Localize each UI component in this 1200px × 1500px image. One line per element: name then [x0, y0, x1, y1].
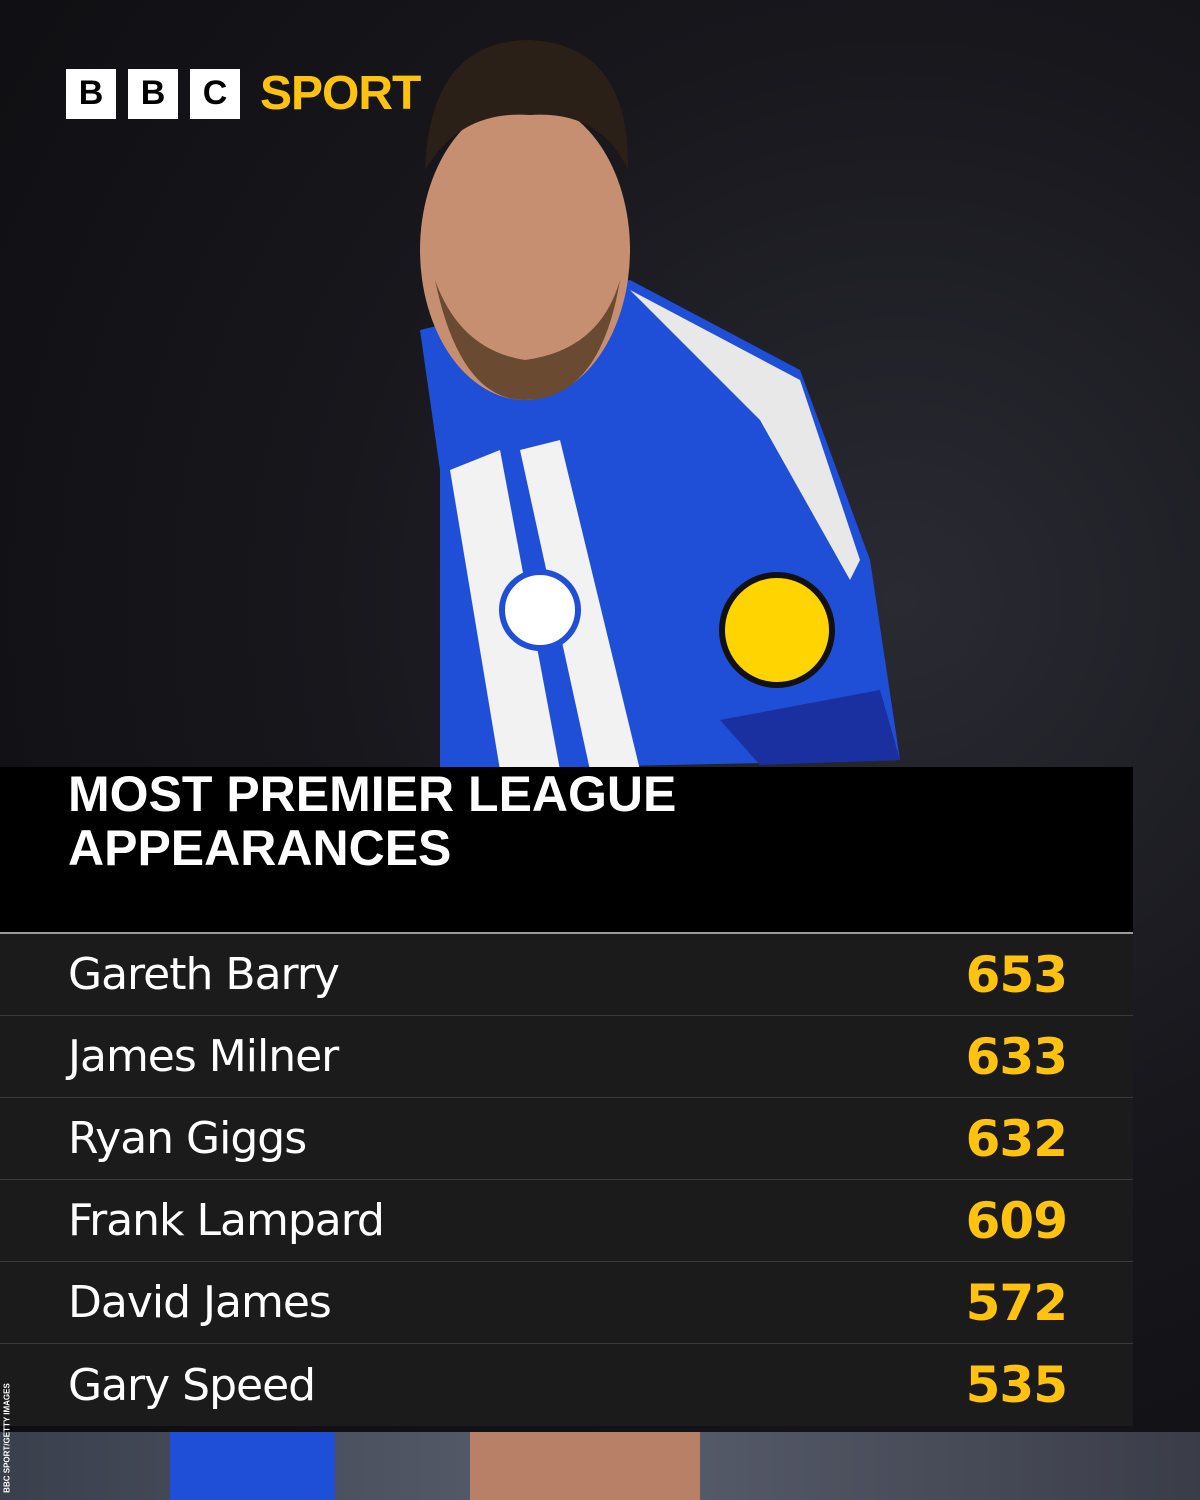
- player-name: James Milner: [68, 1031, 339, 1082]
- logo-letter: C: [190, 68, 240, 119]
- title-line-2: APPEARANCES: [68, 820, 452, 876]
- table-row: James Milner 633: [0, 1016, 1133, 1098]
- appearances-value: 653: [965, 945, 1068, 1004]
- player-name: Frank Lampard: [68, 1195, 385, 1246]
- table-row: Gary Speed 535: [0, 1344, 1133, 1426]
- player-name: Gary Speed: [68, 1359, 316, 1411]
- player-name: Ryan Giggs: [68, 1113, 307, 1164]
- player-name: Gareth Barry: [68, 949, 340, 1000]
- photo-credit-text: BBC SPORT/GETTY IMAGES: [2, 1382, 12, 1493]
- appearances-value: 609: [965, 1191, 1068, 1250]
- appearances-value: 632: [965, 1109, 1068, 1168]
- table-rows: Gareth Barry 653 James Milner 633 Ryan Giggs…: [0, 932, 1133, 1426]
- logo-letter: B: [66, 68, 116, 119]
- table-row: Ryan Giggs 632: [0, 1098, 1133, 1180]
- bbc-sport-logo: B B C SPORT: [66, 66, 421, 121]
- player-name: David James: [68, 1277, 332, 1328]
- appearances-value: 633: [965, 1027, 1068, 1086]
- table-title: MOST PREMIER LEAGUE APPEARANCES: [0, 767, 1133, 932]
- logo-letter: B: [128, 68, 178, 119]
- appearances-table: MOST PREMIER LEAGUE APPEARANCES Gareth B…: [0, 767, 1133, 1426]
- appearances-value: 535: [965, 1356, 1068, 1414]
- table-row: David James 572: [0, 1262, 1133, 1344]
- title-line-1: MOST PREMIER LEAGUE: [68, 766, 677, 822]
- logo-sport: SPORT: [260, 67, 421, 120]
- appearances-value: 572: [965, 1273, 1068, 1332]
- table-row: Gareth Barry 653: [0, 934, 1133, 1016]
- table-row: Frank Lampard 609: [0, 1180, 1133, 1262]
- photo-credit: BBC SPORT/GETTY IMAGES: [1, 1380, 13, 1495]
